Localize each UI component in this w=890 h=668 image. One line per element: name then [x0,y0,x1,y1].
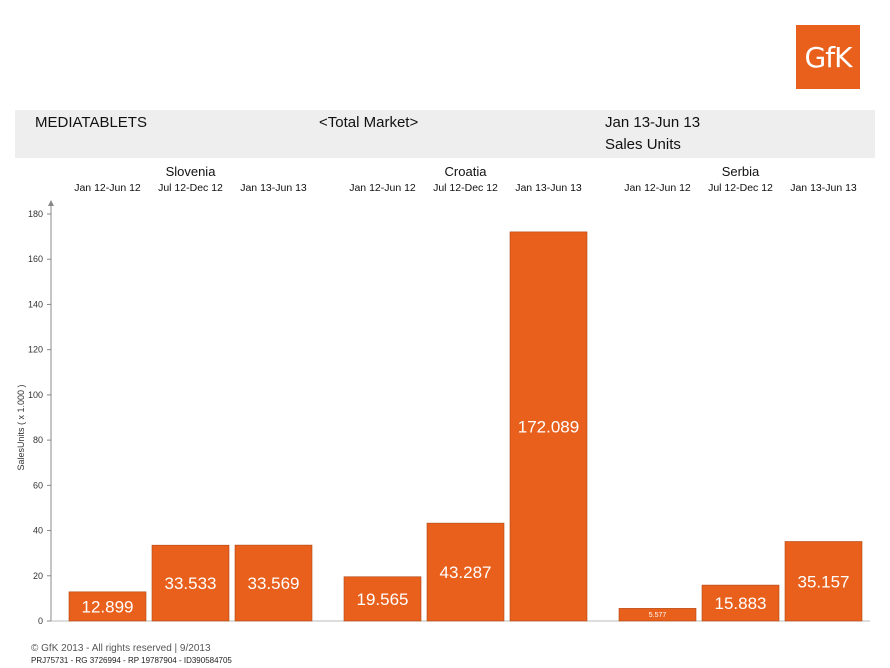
bar [618,608,697,622]
y-tick-label: 80 [33,435,43,445]
category-label: Jan 13-Jun 13 [515,182,582,194]
bar-value-label: 172.089 [518,417,579,436]
bar [68,591,147,622]
project-ids-text: PRJ75731 - RG 3726994 - RP 19787904 - ID… [31,656,232,665]
group-label: Croatia [445,164,488,179]
group-label: Serbia [722,164,760,179]
sales-bar-chart: 0 20 40 60 80 100 120 140 160 180 SalesUnits ( x 1… [16,164,870,626]
category-label: Jan 13-Jun 13 [790,182,857,194]
category-label: Jul 12-Dec 12 [158,182,223,194]
bar-value-label: 33.569 [248,574,300,593]
bar [343,576,422,622]
y-tick-label: 0 [38,616,43,626]
bar-value-label: 43.287 [440,563,492,582]
bar [426,522,505,622]
category-label: Jan 12-Jun 12 [74,182,141,194]
bar-value-label: 33.533 [165,574,217,593]
copyright-text: © GfK 2013 - All rights reserved | 9/201… [31,643,211,654]
bar [784,541,863,622]
gfk-logo: GfK [796,25,860,89]
category-label: Jan 13-Jun 13 [240,182,307,194]
y-tick-label: 160 [28,254,43,264]
y-tick-label: 180 [28,209,43,219]
product-label: MEDIATABLETS [35,114,147,131]
bar [509,231,588,622]
category-label: Jan 12-Jun 12 [624,182,691,194]
category-label: Jul 12-Dec 12 [708,182,773,194]
bar-value-label: 15.883 [715,594,767,613]
y-tick-label: 100 [28,390,43,400]
report-header: MEDIATABLETS <Total Market> Jan 13-Jun 1… [15,110,875,158]
y-axis-title: SalesUnits ( x 1.000 ) [16,384,26,470]
bar [234,544,313,622]
bar-value-label: 5.577 [649,612,667,619]
category-label: Jul 12-Dec 12 [433,182,498,194]
category-label: Jan 12-Jun 12 [349,182,416,194]
y-axis-arrow [48,200,54,206]
bar-value-label: 19.565 [357,590,409,609]
bar-value-label: 12.899 [82,597,134,616]
y-tick-label: 60 [33,480,43,490]
market-label: <Total Market> [319,114,419,131]
y-tick-label: 40 [33,526,43,536]
group-label: Slovenia [166,164,217,179]
bar [701,584,780,622]
y-tick-label: 120 [28,345,43,355]
y-tick-label: 140 [28,299,43,309]
period-label: Jan 13-Jun 13 [605,114,701,131]
bar [151,544,230,622]
measure-label: Sales Units [605,136,681,153]
y-tick-label: 20 [33,571,43,581]
bar-value-label: 35.157 [798,572,850,591]
